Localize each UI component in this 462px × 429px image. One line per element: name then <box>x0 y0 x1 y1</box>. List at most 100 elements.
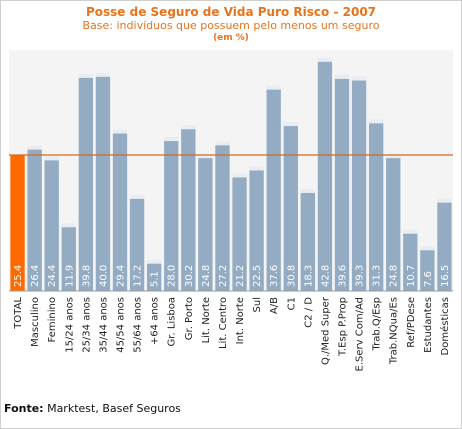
value-label-17: 18.3 <box>303 265 314 287</box>
bar-cap <box>249 166 264 171</box>
value-label-4: 39.8 <box>81 265 92 287</box>
category-label-10: Gr. Porto <box>184 297 195 340</box>
category-label-3: 15/24 anos <box>64 297 75 353</box>
category-label-14: Sul <box>252 297 263 312</box>
bar-cap <box>232 173 247 178</box>
category-label-7: 55/64 anos <box>133 297 144 353</box>
value-label-14: 22.5 <box>252 265 263 287</box>
bar-0 <box>10 154 25 291</box>
category-label-0: TOTAL <box>13 297 24 330</box>
value-label-6: 29.4 <box>116 265 127 287</box>
bar-17 <box>300 192 316 291</box>
bar-cap <box>403 229 418 234</box>
bar-25 <box>437 202 452 291</box>
chart-subtitle: Base: indivíduos que possuem pelo menos … <box>82 19 380 32</box>
bar-cap <box>44 156 59 161</box>
bar-cap <box>334 74 350 79</box>
bar-cap <box>351 76 367 81</box>
bar-cap <box>215 141 230 146</box>
bar-18 <box>317 61 333 291</box>
value-label-8: 5.1 <box>150 271 161 287</box>
category-label-13: Int. Norte <box>235 297 246 344</box>
bar-16 <box>283 126 298 291</box>
value-label-10: 30.2 <box>184 265 195 287</box>
chart-title: Posse de Seguro de Vida Puro Risco - 200… <box>85 5 377 19</box>
bar-cap <box>437 198 452 203</box>
bar-22 <box>386 158 401 291</box>
bar-cap <box>317 57 333 62</box>
bar-15 <box>266 89 281 292</box>
bar-cap <box>78 73 94 78</box>
bar-12 <box>215 145 230 291</box>
value-label-1: 26.4 <box>30 265 41 287</box>
bar-3 <box>61 227 76 291</box>
bar-24 <box>420 250 435 291</box>
bar-21 <box>368 123 384 291</box>
category-label-2: Feminino <box>47 297 58 342</box>
value-label-7: 17.2 <box>133 265 144 287</box>
bar-cap <box>129 194 145 199</box>
bar-cap <box>146 259 162 264</box>
bar-8 <box>146 263 162 291</box>
value-label-13: 21.2 <box>235 265 246 287</box>
bar-cap <box>181 125 196 130</box>
category-label-22: Trab.NQua/Es <box>389 297 400 365</box>
value-label-0: 25.4 <box>13 265 24 287</box>
bar-4 <box>78 77 94 291</box>
value-label-5: 40.0 <box>98 265 109 287</box>
value-label-21: 31.3 <box>372 265 383 287</box>
category-label-4: 25/34 anos <box>81 297 92 353</box>
bar-cap <box>368 119 384 124</box>
category-label-18: Q./Med Super <box>320 296 331 365</box>
bar-cap <box>112 129 128 134</box>
chart-unit-note: (em %) <box>213 33 249 43</box>
bar-14 <box>249 170 264 291</box>
bar-cap <box>283 122 298 127</box>
category-label-24: Estudantes <box>423 297 434 353</box>
value-label-24: 7.6 <box>423 271 434 287</box>
value-label-16: 30.8 <box>286 265 297 287</box>
bar-cap <box>386 154 401 159</box>
category-label-19: T.Esp P.Prop <box>338 297 349 357</box>
bar-23 <box>403 233 418 291</box>
value-label-19: 39.6 <box>338 265 349 287</box>
category-label-20: E.Serv Com/Ad <box>355 297 366 371</box>
category-label-8: +64 anos <box>150 297 161 345</box>
category-label-5: 35/44 anos <box>98 297 109 353</box>
value-label-11: 24.8 <box>201 265 212 287</box>
bar-cap <box>420 246 435 251</box>
bar-5 <box>95 76 111 292</box>
bar-cap <box>300 188 316 193</box>
bar-2 <box>44 160 59 291</box>
value-label-18: 42.8 <box>320 265 331 287</box>
bar-20 <box>351 80 367 291</box>
source-text: Marktest, Basef Seguros <box>43 402 181 415</box>
category-label-23: Ref/PDese <box>406 297 417 348</box>
value-label-15: 37.6 <box>269 265 280 287</box>
category-label-11: Lit. Norte <box>201 297 212 343</box>
bar-13 <box>232 177 247 291</box>
bar-11 <box>198 158 213 291</box>
value-label-20: 39.3 <box>355 265 366 287</box>
category-label-17: C2 / D <box>303 297 314 328</box>
value-label-2: 24.4 <box>47 265 58 287</box>
bar-1 <box>27 149 42 291</box>
source-label: Fonte: <box>4 402 44 415</box>
value-label-25: 16.5 <box>440 265 451 287</box>
value-label-22: 24.8 <box>389 265 400 287</box>
category-label-6: 45/54 anos <box>116 297 127 353</box>
bar-cap <box>61 223 76 228</box>
bar-cap <box>27 145 42 150</box>
bar-cap <box>95 72 111 77</box>
bar-cap <box>164 137 179 142</box>
category-label-16: C1 <box>286 297 297 310</box>
bar-10 <box>181 129 196 291</box>
category-label-12: Lit. Centro <box>218 297 229 349</box>
value-label-9: 28.0 <box>167 265 178 287</box>
bar-9 <box>164 141 179 291</box>
bar-6 <box>112 133 128 291</box>
source-note: Fonte: Marktest, Basef Seguros <box>4 402 181 415</box>
bar-7 <box>129 198 145 291</box>
value-label-23: 10.7 <box>406 265 417 287</box>
